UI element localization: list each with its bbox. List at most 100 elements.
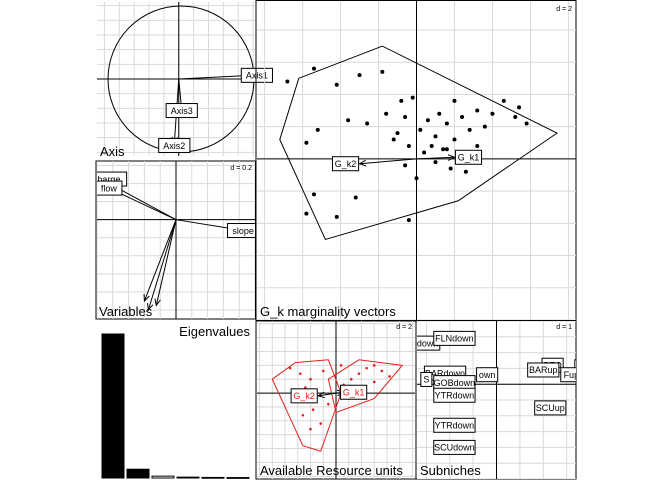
main-point — [467, 127, 472, 132]
resource-panel: G_k1 G_k2 d = 2 Available Resource units — [255, 320, 417, 480]
main-marginality-vector-shaft — [416, 156, 455, 160]
axis-vector-label-box — [165, 103, 198, 119]
main-point — [475, 108, 480, 113]
resource-point — [357, 372, 361, 375]
subniche-label: SCUdown — [434, 443, 475, 453]
resource-vector-label: G_k2 — [293, 391, 315, 401]
main-point — [403, 163, 408, 168]
resource-point — [372, 364, 376, 367]
axis-vector-label-box — [158, 138, 191, 154]
main-point — [448, 166, 453, 171]
subniche-label-box — [574, 359, 576, 375]
eigen-bar — [151, 475, 175, 479]
main-marginality-vector-head — [447, 154, 456, 161]
variable-label-box — [227, 223, 255, 239]
variable-label-box — [97, 180, 123, 196]
main-panel-scale: d = 2 — [556, 6, 572, 13]
variables-panel-title: Variables — [99, 304, 153, 319]
subniche-label-box — [560, 367, 576, 383]
resource-panel-marks: G_k1 G_k2 — [271, 359, 404, 452]
variable-vector-head — [143, 293, 150, 303]
variable-vector-head — [146, 302, 154, 312]
main-point — [304, 140, 309, 145]
main-point — [452, 98, 457, 103]
main-panel-title: G_k marginality vectors — [260, 304, 396, 319]
subniche-label: BARup — [529, 365, 558, 375]
main-point — [334, 214, 339, 219]
main-panel-grid — [257, 1, 576, 320]
subniches-panel-title: Subniches — [420, 463, 481, 478]
main-point — [357, 73, 362, 78]
variable-label: flow — [101, 183, 118, 193]
main-point — [490, 111, 495, 116]
main-vector-label: G_k2 — [335, 159, 357, 169]
main-point — [513, 115, 518, 119]
main-point — [315, 127, 320, 132]
subniche-label: GOBdown — [434, 378, 476, 388]
main-point — [399, 98, 404, 103]
resource-panel-grid — [257, 321, 415, 479]
main-point — [406, 218, 411, 223]
main-point — [285, 79, 290, 84]
main-point — [517, 105, 522, 110]
resource-vector-shaft — [318, 392, 337, 397]
subniche-label: YTRdown — [435, 421, 475, 431]
main-point — [334, 82, 339, 87]
subniche-label-box — [433, 387, 476, 403]
main-point — [414, 176, 419, 181]
main-convex-hull — [279, 45, 558, 241]
main-point — [395, 131, 400, 136]
subniche-label: YTRdown — [435, 391, 475, 401]
subniche-label-box — [420, 371, 433, 387]
main-point — [403, 115, 408, 119]
main-point — [429, 144, 434, 148]
main-point — [422, 150, 427, 155]
main-point — [391, 137, 396, 142]
resource-point — [327, 402, 330, 406]
main-panel: G_k1 G_k2 d = 2 G_k marginality vectors — [255, 0, 577, 321]
resource-point — [299, 372, 302, 375]
axis-vector-label: Axis3 — [171, 106, 193, 116]
resource-point — [339, 364, 343, 367]
main-point — [524, 121, 529, 126]
main-point — [463, 169, 468, 174]
variable-vector-shaft — [143, 219, 177, 302]
resource-point — [309, 427, 312, 431]
subniche-label-box — [534, 400, 567, 416]
subniche-label-box — [433, 439, 476, 455]
resource-point — [301, 413, 305, 417]
variable-vector-shaft — [155, 219, 177, 306]
subniches-panel-scale: d = 1 — [556, 324, 572, 331]
resource-hull — [327, 359, 404, 414]
main-point — [437, 111, 442, 116]
main-point — [384, 111, 389, 116]
main-point — [425, 118, 430, 123]
resource-panel-scale: d = 2 — [396, 324, 412, 331]
resource-vector-head — [316, 391, 326, 399]
eigen-panel-title: Eigenvalues — [179, 324, 250, 339]
resource-panel-title: Available Resource units — [260, 463, 403, 478]
resource-point — [311, 408, 315, 412]
eigen-bar — [226, 477, 250, 479]
main-panel-marks: G_k1 G_k2 — [279, 45, 558, 241]
resource-point — [365, 366, 368, 370]
resource-point — [349, 377, 353, 381]
main-point — [380, 69, 385, 74]
subniche-label: own — [479, 370, 496, 380]
resource-point — [372, 380, 376, 384]
main-vector-label-box — [331, 156, 360, 172]
axis-panel-grid — [97, 2, 255, 156]
eigen-bar — [101, 333, 125, 479]
main-marginality-vector-shaft — [359, 158, 417, 165]
main-point — [406, 144, 411, 148]
main-point — [311, 192, 316, 197]
main-vector-label: G_k1 — [458, 153, 480, 163]
subniche-label: Bup — [577, 362, 593, 372]
resource-point — [321, 369, 325, 373]
main-point — [444, 121, 449, 126]
main-point — [452, 137, 457, 142]
subniche-label: S — [423, 375, 429, 385]
main-point — [460, 115, 465, 119]
